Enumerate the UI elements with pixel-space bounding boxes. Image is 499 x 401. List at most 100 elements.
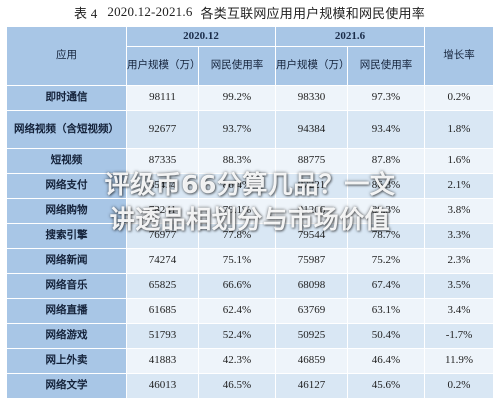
cell-users-2020-12: 74274	[126, 248, 199, 274]
row-app-name: 网络游戏	[6, 323, 127, 349]
table-row: 网络直播 61685 62.4% 63769 63.1% 3.4%	[6, 298, 494, 324]
cell-rate-2021-6: 87.8%	[347, 148, 425, 174]
header-rate-2020-12: 网民使用率	[198, 46, 276, 86]
header-rate-2021-6: 网民使用率	[347, 46, 425, 86]
cell-rate-2020-12: 46.5%	[198, 373, 276, 399]
header-users-2020-12: 用户规模（万）	[126, 46, 201, 86]
cell-rate-2020-12: 77.8%	[198, 223, 276, 249]
table-row: 网络文学 46013 46.5% 46127 45.6% 0.2%	[6, 373, 494, 399]
cell-rate-2021-6: 97.3%	[347, 85, 425, 111]
cell-growth: 2.3%	[424, 248, 494, 274]
cell-growth: 0.2%	[424, 85, 494, 111]
header-period-2020-12: 2020.12	[126, 26, 276, 47]
header-users-2021-6: 用户规模（万）	[275, 46, 350, 86]
cell-rate-2021-6: 78.7%	[347, 223, 425, 249]
caption-range: 2020.12-2021.6	[107, 4, 193, 19]
cell-users-2020-12: 78241	[126, 198, 199, 224]
cell-users-2020-12: 92677	[126, 110, 199, 149]
header-app: 应用	[6, 26, 127, 86]
cell-rate-2020-12: 75.1%	[198, 248, 276, 274]
cell-rate-2021-6: 75.2%	[347, 248, 425, 274]
cell-rate-2021-6: 46.4%	[347, 348, 425, 374]
cell-growth: -1.7%	[424, 323, 494, 349]
cell-users-2020-12: 51793	[126, 323, 199, 349]
table-caption: 表 4 2020.12-2021.6 各类互联网应用用户规模和网民使用率	[0, 0, 499, 24]
cell-growth: 11.9%	[424, 348, 494, 374]
cell-growth: 3.5%	[424, 273, 494, 299]
header-growth: 增长率	[424, 26, 494, 86]
table-body: 即时通信 98111 99.2% 98330 97.3% 0.2% 网络视频（含短视频） 92…	[6, 85, 494, 399]
table-row: 短视频 87335 88.3% 88775 87.8% 1.6%	[6, 148, 494, 174]
table-row: 网络视频（含短视频） 92677 93.7% 94384 93.4% 1.8%	[6, 110, 494, 149]
cell-users-2021-6: 50925	[275, 323, 348, 349]
caption-label: 表 4	[74, 5, 98, 21]
cell-users-2021-6: 75987	[275, 248, 348, 274]
cell-users-2020-12: 87335	[126, 148, 199, 174]
row-app-name: 网络音乐	[6, 273, 127, 299]
cell-users-2021-6: 98330	[275, 85, 348, 111]
cell-rate-2021-6: 86.3%	[347, 173, 425, 199]
caption-title: 各类互联网应用用户规模和网民使用率	[200, 5, 425, 21]
table-row: 网络音乐 65825 66.6% 68098 67.4% 3.5%	[6, 273, 494, 299]
cell-rate-2020-12: 42.3%	[198, 348, 276, 374]
cell-growth: 0.2%	[424, 373, 494, 399]
cell-users-2021-6: 87221	[275, 173, 348, 199]
row-app-name: 搜索引擎	[6, 223, 127, 249]
table-row: 网络新闻 74274 75.1% 75987 75.2% 2.3%	[6, 248, 494, 274]
cell-users-2021-6: 46127	[275, 373, 348, 399]
cell-rate-2020-12: 93.7%	[198, 110, 276, 149]
cell-users-2021-6: 46859	[275, 348, 348, 374]
cell-rate-2020-12: 79.1%	[198, 198, 276, 224]
cell-rate-2021-6: 93.4%	[347, 110, 425, 149]
row-app-name: 网络直播	[6, 298, 127, 324]
table-row: 搜索引擎 76977 77.8% 79544 78.7% 3.3%	[6, 223, 494, 249]
table-header: 应用 2020.12 2021.6 增长率 用户规模（万） 网民使用率 用户规模…	[6, 26, 494, 86]
row-app-name: 即时通信	[6, 85, 127, 111]
row-app-name: 网络支付	[6, 173, 127, 199]
cell-rate-2021-6: 63.1%	[347, 298, 425, 324]
cell-users-2020-12: 85434	[126, 173, 199, 199]
cell-rate-2021-6: 50.4%	[347, 323, 425, 349]
cell-rate-2020-12: 52.4%	[198, 323, 276, 349]
cell-rate-2020-12: 62.4%	[198, 298, 276, 324]
cell-users-2020-12: 46013	[126, 373, 199, 399]
table-row: 即时通信 98111 99.2% 98330 97.3% 0.2%	[6, 85, 494, 111]
cell-growth: 1.8%	[424, 110, 494, 149]
table-row: 网络游戏 51793 52.4% 50925 50.4% -1.7%	[6, 323, 494, 349]
cell-users-2021-6: 94384	[275, 110, 348, 149]
cell-users-2020-12: 98111	[126, 85, 199, 111]
cell-rate-2020-12: 99.2%	[198, 85, 276, 111]
cell-rate-2021-6: 45.6%	[347, 373, 425, 399]
row-app-name: 网络购物	[6, 198, 127, 224]
cell-rate-2020-12: 66.6%	[198, 273, 276, 299]
cell-rate-2021-6: 80.3%	[347, 198, 425, 224]
cell-rate-2020-12: 88.3%	[198, 148, 276, 174]
cell-users-2020-12: 76977	[126, 223, 199, 249]
row-app-name: 网上外卖	[6, 348, 127, 374]
cell-users-2021-6: 68098	[275, 273, 348, 299]
internet-apps-table: 应用 2020.12 2021.6 增长率 用户规模（万） 网民使用率 用户规模…	[6, 26, 494, 399]
row-app-name: 网络视频（含短视频）	[6, 110, 127, 149]
table-row: 网络支付 85434 86.4% 87221 86.3% 2.1%	[6, 173, 494, 199]
cell-growth: 1.6%	[424, 148, 494, 174]
cell-users-2020-12: 41883	[126, 348, 199, 374]
cell-growth: 2.1%	[424, 173, 494, 199]
cell-rate-2021-6: 67.4%	[347, 273, 425, 299]
row-app-name: 网络新闻	[6, 248, 127, 274]
cell-users-2021-6: 79544	[275, 223, 348, 249]
cell-users-2021-6: 88775	[275, 148, 348, 174]
table-row: 网络购物 78241 79.1% 81206 80.3% 3.8%	[6, 198, 494, 224]
cell-rate-2020-12: 86.4%	[198, 173, 276, 199]
table-row: 网上外卖 41883 42.3% 46859 46.4% 11.9%	[6, 348, 494, 374]
cell-users-2020-12: 65825	[126, 273, 199, 299]
header-period-2021-6: 2021.6	[275, 26, 425, 47]
cell-users-2020-12: 61685	[126, 298, 199, 324]
row-app-name: 网络文学	[6, 373, 127, 399]
cell-growth: 3.3%	[424, 223, 494, 249]
cell-growth: 3.4%	[424, 298, 494, 324]
cell-users-2021-6: 81206	[275, 198, 348, 224]
cell-users-2021-6: 63769	[275, 298, 348, 324]
cell-growth: 3.8%	[424, 198, 494, 224]
row-app-name: 短视频	[6, 148, 127, 174]
